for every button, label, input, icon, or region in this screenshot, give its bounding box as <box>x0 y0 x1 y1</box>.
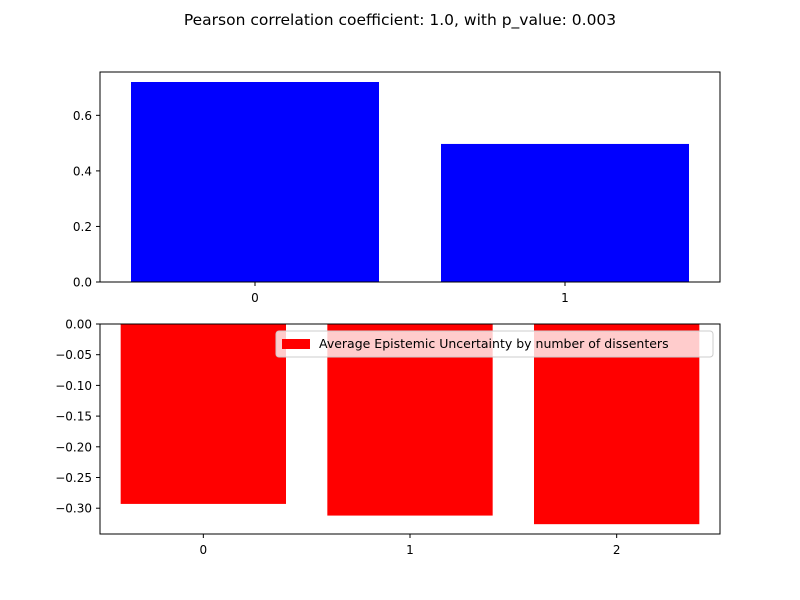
legend-box <box>275 330 714 358</box>
bottom-bar-0 <box>120 324 287 504</box>
legend-swatch <box>282 339 310 349</box>
top-ytick-label-0: 0.0 <box>73 276 92 290</box>
top-ytick-label-3: 0.6 <box>73 109 92 123</box>
bottom-ytick-label-4: −0.20 <box>55 440 92 454</box>
bottom-legend: Average Epistemic Uncertainty by number … <box>275 330 714 358</box>
top-ytick-label-2: 0.4 <box>73 164 92 178</box>
top-axes-frame <box>99 71 721 283</box>
bottom-xtick-label-0: 0 <box>200 543 208 557</box>
top-xtick-label-0: 0 <box>251 291 259 305</box>
bottom-ytick-label-3: −0.15 <box>55 410 92 424</box>
top-ytick-label-1: 0.2 <box>73 220 92 234</box>
bottom-ytick-label-6: −0.30 <box>55 502 92 516</box>
top-xtick-label-1: 1 <box>561 291 569 305</box>
bottom-ytick-label-0: 0.00 <box>65 318 92 332</box>
top-bar-0 <box>131 82 379 282</box>
top-bar-chart: 0 1 0.0 0.2 0.4 0.6 <box>73 71 721 305</box>
bottom-ytick-label-5: −0.25 <box>55 471 92 485</box>
bottom-xtick-label-2: 2 <box>613 543 621 557</box>
bottom-bar-chart: 0 1 2 0.00 −0.05 −0.10 −0.15 −0.20 −0.25 −0.30 Ave… <box>55 318 721 557</box>
legend-label: Average Epistemic Uncertainty by number … <box>319 336 669 351</box>
figure-suptitle: Pearson correlation coefficient: 1.0, wi… <box>184 11 616 30</box>
top-bar-1 <box>441 143 689 282</box>
bottom-xtick-label-1: 1 <box>406 543 414 557</box>
bottom-ytick-label-2: −0.10 <box>55 379 92 393</box>
bottom-ytick-label-1: −0.05 <box>55 348 92 362</box>
